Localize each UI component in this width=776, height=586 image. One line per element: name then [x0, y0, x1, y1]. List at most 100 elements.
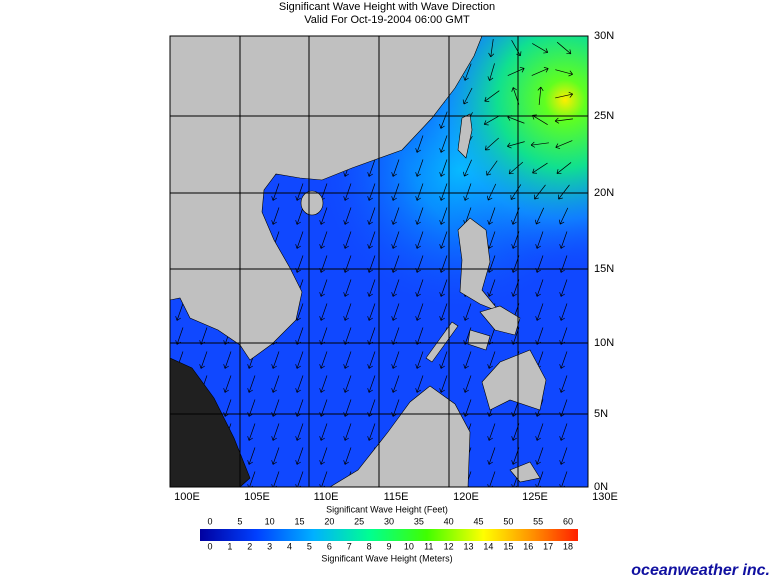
arrow — [535, 279, 544, 297]
lon-label: 105E — [244, 491, 270, 503]
title: Significant Wave Height with Wave Direct… — [279, 1, 495, 13]
axis-labels: 30N 25N 20N 15N 10N 5N 0N 100E 105E 110E 115E 120E 1… — [174, 30, 618, 551]
arrow — [391, 279, 400, 297]
map-frame — [169, 35, 589, 488]
arrow — [487, 63, 495, 81]
arrow — [532, 43, 549, 54]
arrow — [556, 162, 572, 174]
arrow — [415, 231, 424, 249]
arrow — [463, 159, 472, 177]
arrow — [271, 207, 280, 225]
lat-label: 20N — [594, 187, 614, 199]
arrow — [319, 207, 328, 225]
feet-label: 0 — [207, 516, 212, 526]
arrow — [295, 375, 304, 393]
arrow — [487, 207, 496, 225]
arrow — [463, 183, 472, 201]
arrow — [439, 375, 448, 393]
arrow — [247, 447, 256, 465]
arrow — [486, 183, 497, 201]
arrow — [535, 231, 544, 249]
meters-label: 2 — [247, 541, 252, 551]
arrow — [391, 159, 400, 177]
meters-label: 13 — [464, 541, 474, 551]
meters-title: Significant Wave Height (Meters) — [321, 553, 452, 563]
land — [170, 36, 547, 487]
lon-label: 110E — [314, 491, 339, 503]
arrow — [319, 471, 328, 487]
arrow — [319, 423, 328, 441]
arrow — [488, 39, 495, 58]
arrow — [295, 207, 304, 225]
arrow — [534, 184, 546, 200]
lat-label: 25N — [594, 110, 614, 122]
arrow — [532, 162, 548, 174]
arrow — [367, 231, 376, 249]
map — [170, 36, 588, 487]
arrow — [507, 141, 525, 149]
arrow — [223, 375, 232, 393]
arrow — [319, 303, 328, 321]
arrow — [559, 351, 568, 369]
arrow — [343, 447, 352, 465]
arrow — [391, 351, 400, 369]
arrow — [343, 231, 352, 249]
color-bar — [200, 529, 578, 541]
arrow — [559, 471, 568, 487]
arrow — [343, 303, 352, 321]
feet-label: 50 — [503, 516, 513, 526]
arrow — [556, 41, 572, 55]
arrow — [439, 231, 448, 249]
meters-label: 4 — [287, 541, 292, 551]
arrow — [343, 279, 352, 297]
arrow — [555, 140, 573, 149]
feet-label: 30 — [384, 516, 394, 526]
arrow — [271, 375, 280, 393]
arrow — [367, 279, 376, 297]
arrow — [367, 375, 376, 393]
arrow — [535, 471, 544, 487]
arrow — [343, 351, 352, 369]
meters-label: 8 — [367, 541, 372, 551]
arrow — [367, 183, 376, 201]
feet-label: 40 — [444, 516, 454, 526]
arrow — [487, 279, 496, 297]
arrow — [343, 183, 352, 201]
arrow — [463, 375, 472, 393]
brand: oceanweather inc. — [631, 562, 770, 579]
arrow — [559, 303, 568, 321]
feet-label: 15 — [294, 516, 304, 526]
arrow — [463, 351, 472, 369]
arrow — [319, 279, 328, 297]
arrow — [343, 423, 352, 441]
meters-label: 1 — [227, 541, 232, 551]
arrow — [439, 351, 448, 369]
feet-label: 10 — [265, 516, 275, 526]
subtitle: Valid For Oct-19-2004 06:00 GMT — [304, 14, 470, 26]
meters-label: 16 — [523, 541, 533, 551]
feet-label: 35 — [414, 516, 424, 526]
arrow — [415, 207, 424, 225]
arrow — [439, 279, 448, 297]
feet-label: 55 — [533, 516, 543, 526]
arrow — [319, 375, 328, 393]
arrow — [295, 351, 304, 369]
arrow — [367, 351, 376, 369]
arrow — [391, 375, 400, 393]
arrow — [559, 231, 568, 249]
lat-label: 5N — [594, 408, 608, 420]
lon-label: 100E — [174, 491, 200, 503]
lon-label: 125E — [522, 491, 548, 503]
arrow — [271, 423, 280, 441]
arrow — [367, 423, 376, 441]
arrow — [295, 231, 304, 249]
arrow — [486, 160, 498, 176]
arrow — [487, 447, 496, 465]
arrow — [559, 447, 568, 465]
arrow — [367, 303, 376, 321]
meters-label: 7 — [347, 541, 352, 551]
arrow — [295, 183, 304, 201]
meters-label: 10 — [404, 541, 414, 551]
arrow — [295, 447, 304, 465]
arrow — [439, 135, 448, 153]
